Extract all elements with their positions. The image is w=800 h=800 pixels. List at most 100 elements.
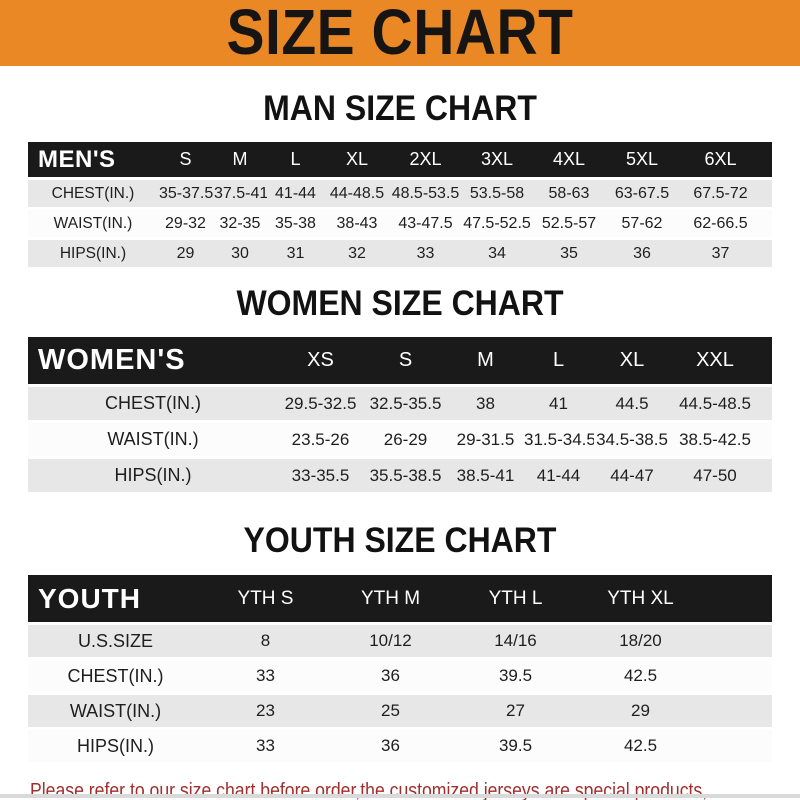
women-section-heading: WOMEN SIZE CHART <box>0 283 800 323</box>
header-filler-cell <box>762 142 772 180</box>
row-filler-cell <box>703 622 772 659</box>
table-corner-label: YOUTH <box>28 575 203 625</box>
size-column-header: XL <box>324 142 390 180</box>
row-filler-cell <box>762 237 772 267</box>
size-column-header: 5XL <box>605 142 679 180</box>
size-value: 38-43 <box>324 207 390 239</box>
table-header-row: WOMEN'S XS S M L XL XXL <box>28 337 772 387</box>
row-filler-cell <box>760 456 772 492</box>
row-label: HIPS(IN.) <box>28 456 278 492</box>
size-column-header: M <box>448 337 523 387</box>
table-header-row: YOUTH YTH S YTH M YTH L YTH XL <box>28 575 772 625</box>
size-value: 34.5-38.5 <box>594 420 670 458</box>
size-value: 62-66.5 <box>679 207 762 239</box>
size-column-header: XXL <box>670 337 760 387</box>
size-column-header: 2XL <box>390 142 461 180</box>
size-value: 23 <box>203 692 328 729</box>
size-value: 29-31.5 <box>448 420 523 458</box>
row-label: U.S.SIZE <box>28 622 203 659</box>
size-value: 48.5-53.5 <box>390 177 461 209</box>
size-value: 31.5-34.5 <box>523 420 594 458</box>
size-value: 33 <box>203 657 328 694</box>
title-banner: SIZE CHART <box>0 0 800 66</box>
row-filler-cell <box>762 177 772 209</box>
bottom-divider <box>0 794 800 798</box>
size-value: 36 <box>605 237 679 267</box>
size-value: 37.5-41 <box>213 177 267 209</box>
size-value: 32-35 <box>213 207 267 239</box>
size-value: 14/16 <box>453 622 578 659</box>
men-section-heading-text: MAN SIZE CHART <box>263 88 537 128</box>
measurement-row: WAIST(IN.) 29-32 32-35 35-38 38-43 43-47.5 47.… <box>28 207 772 239</box>
row-label: HIPS(IN.) <box>28 727 203 762</box>
row-label: CHEST(IN.) <box>28 384 278 422</box>
size-value: 31 <box>267 237 324 267</box>
men-section-heading: MAN SIZE CHART <box>0 88 800 128</box>
size-column-header: 3XL <box>461 142 533 180</box>
table-corner-label: MEN'S <box>28 142 158 180</box>
youth-section-heading: YOUTH SIZE CHART <box>0 520 800 560</box>
size-value: 23.5-26 <box>278 420 363 458</box>
size-value: 53.5-58 <box>461 177 533 209</box>
size-value: 29-32 <box>158 207 213 239</box>
size-value: 38.5-41 <box>448 456 523 492</box>
size-value: 27 <box>453 692 578 729</box>
size-value: 10/12 <box>328 622 453 659</box>
women-section-heading-text: WOMEN SIZE CHART <box>236 283 564 323</box>
size-value: 36 <box>328 727 453 762</box>
size-column-header: L <box>523 337 594 387</box>
size-value: 8 <box>203 622 328 659</box>
size-value: 67.5-72 <box>679 177 762 209</box>
row-label: CHEST(IN.) <box>28 657 203 694</box>
measurement-row: WAIST(IN.) 23 25 27 29 <box>28 692 772 729</box>
table-corner-label: WOMEN'S <box>28 337 278 387</box>
row-filler-cell <box>760 384 772 422</box>
size-value: 42.5 <box>578 727 703 762</box>
size-value: 41-44 <box>523 456 594 492</box>
women-size-table: WOMEN'S XS S M L XL XXL CHEST(IN.) 29.5-32.5 32.5… <box>28 337 772 492</box>
measurement-row: HIPS(IN.) 33 36 39.5 42.5 <box>28 727 772 762</box>
size-value: 41-44 <box>267 177 324 209</box>
measurement-row: HIPS(IN.) 33-35.5 35.5-38.5 38.5-41 41-44 44-… <box>28 456 772 492</box>
size-value: 36 <box>328 657 453 694</box>
header-filler-cell <box>760 337 772 387</box>
youth-section-heading-text: YOUTH SIZE CHART <box>243 520 557 560</box>
size-value: 29 <box>578 692 703 729</box>
size-column-header: M <box>213 142 267 180</box>
row-filler-cell <box>703 692 772 729</box>
size-value: 35-37.5 <box>158 177 213 209</box>
size-value: 34 <box>461 237 533 267</box>
size-value: 44-47 <box>594 456 670 492</box>
size-column-header: YTH S <box>203 575 328 625</box>
size-column-header: XS <box>278 337 363 387</box>
measurement-row: CHEST(IN.) 35-37.5 37.5-41 41-44 44-48.5 48.5… <box>28 177 772 209</box>
size-value: 35-38 <box>267 207 324 239</box>
size-column-header: YTH M <box>328 575 453 625</box>
size-column-header: 6XL <box>679 142 762 180</box>
size-column-header: YTH XL <box>578 575 703 625</box>
row-filler-cell <box>703 727 772 762</box>
size-value: 39.5 <box>453 657 578 694</box>
size-value: 39.5 <box>453 727 578 762</box>
size-value: 33 <box>203 727 328 762</box>
size-value: 47.5-52.5 <box>461 207 533 239</box>
size-column-header: XL <box>594 337 670 387</box>
row-filler-cell <box>762 207 772 239</box>
youth-size-table: YOUTH YTH S YTH M YTH L YTH XL U.S.SIZE 8 10/12… <box>28 575 772 762</box>
size-value: 26-29 <box>363 420 448 458</box>
size-value: 37 <box>679 237 762 267</box>
measurement-row: U.S.SIZE 8 10/12 14/16 18/20 <box>28 622 772 659</box>
size-value: 41 <box>523 384 594 422</box>
size-value: 47-50 <box>670 456 760 492</box>
size-column-header: S <box>158 142 213 180</box>
size-column-header: S <box>363 337 448 387</box>
header-filler-cell <box>703 575 772 625</box>
size-column-header: L <box>267 142 324 180</box>
row-label: HIPS(IN.) <box>28 237 158 267</box>
size-value: 58-63 <box>533 177 605 209</box>
size-column-header: YTH L <box>453 575 578 625</box>
men-size-table: MEN'S S M L XL 2XL 3XL 4XL 5XL 6XL CHEST(IN.) 35-37… <box>28 142 772 267</box>
size-value: 30 <box>213 237 267 267</box>
size-value: 32.5-35.5 <box>363 384 448 422</box>
